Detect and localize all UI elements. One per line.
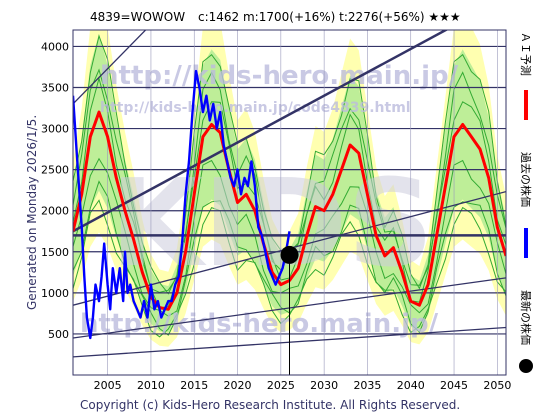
- y-tick-label: 1000: [41, 287, 69, 300]
- legend-swatch-latest: [519, 359, 533, 373]
- y-tick-label: 500: [48, 328, 69, 341]
- chart-code-title: 4839=WOWOW: [90, 10, 185, 24]
- y-tick-label: 4000: [41, 40, 69, 53]
- x-tick-label: 2045: [440, 379, 468, 392]
- legend: ＡＩ予測 過去の株価 最新の株価: [519, 32, 533, 373]
- generated-note: Generated on Monday 2026/1/5.: [25, 115, 39, 310]
- x-tick-label: 2020: [224, 379, 252, 392]
- x-tick-label: 2030: [310, 379, 338, 392]
- series-layer: [73, 69, 506, 375]
- grid: [73, 30, 506, 375]
- x-axis-ticks: 2005 2010 2015 2020 2025 2030 2035 2040 2045 2050: [94, 379, 512, 392]
- x-tick-label: 2035: [353, 379, 381, 392]
- watermark-url-top: http://kids-hero.main.jp/: [100, 61, 459, 91]
- x-tick-label: 2005: [94, 379, 122, 392]
- y-tick-label: 3500: [41, 82, 69, 95]
- y-tick-label: 3000: [41, 123, 69, 136]
- y-tick-label: 2500: [41, 164, 69, 177]
- plot-frame: [72, 29, 507, 376]
- x-tick-label: 2015: [180, 379, 208, 392]
- x-tick-label: 2010: [137, 379, 165, 392]
- watermark-url-mid: http://kids-hero.main.jp/code4839.html: [100, 100, 411, 116]
- series-past-price: [73, 69, 291, 340]
- x-tick-label: 2040: [397, 379, 425, 392]
- trend-line: [73, 30, 449, 233]
- x-tick-label: 2050: [483, 379, 511, 392]
- y-axis-ticks: 500 1000 1500 2000 2500 3000 3500 4000: [41, 40, 69, 341]
- y-tick-label: 2000: [41, 205, 69, 218]
- legend-label-ai: ＡＩ予測: [519, 32, 533, 76]
- copyright-footer: Copyright (c) Kids-Hero Research Institu…: [80, 398, 460, 412]
- y-tick-label: 1500: [41, 246, 69, 259]
- legend-label-past: 過去の株価: [519, 152, 533, 207]
- chart-stats: c:1462 m:1700(+16%) t:2276(+56%) ★★★: [198, 10, 461, 24]
- latest-price-marker: [280, 245, 299, 264]
- x-tick-label: 2025: [267, 379, 295, 392]
- legend-label-latest: 最新の株価: [519, 290, 533, 345]
